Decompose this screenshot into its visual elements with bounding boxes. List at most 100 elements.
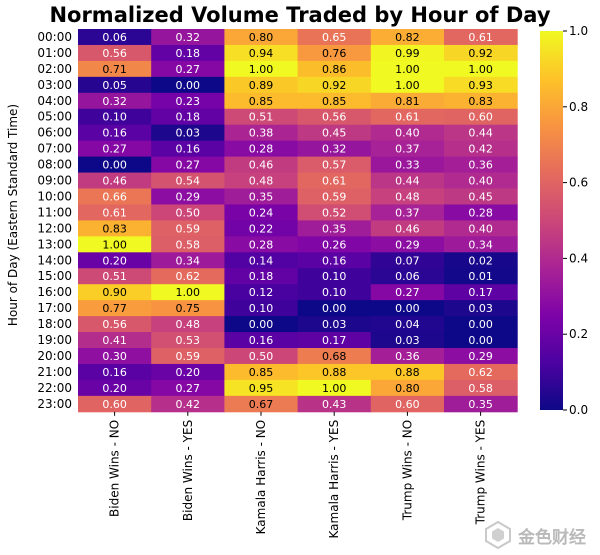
cell-value-label: 0.00 (322, 302, 347, 315)
chart-title: Normalized Volume Traded by Hour of Day (49, 3, 550, 27)
heatmap-cell (151, 76, 225, 94)
heatmap-cell (224, 204, 299, 221)
heatmap-cell (370, 395, 445, 413)
heatmap-cell (78, 124, 152, 142)
cell-value-label: 0.07 (395, 254, 420, 267)
cell-value-label: 0.45 (322, 127, 347, 140)
heatmap-cell (78, 29, 152, 46)
cell-value-label: 0.83 (468, 95, 493, 108)
cell-value-label: 0.82 (395, 31, 420, 44)
heatmap-cell (224, 348, 299, 365)
row-tick-label: 22:00 (37, 381, 72, 395)
heatmap-cell (370, 284, 445, 301)
heatmap-cell (370, 76, 445, 94)
heatmap-cell (78, 300, 152, 317)
cell-value-label: 0.66 (102, 190, 127, 203)
heatmap-cell (444, 92, 518, 110)
cell-value-label: 0.17 (322, 334, 347, 347)
cell-value-label: 0.45 (468, 190, 493, 203)
heatmap-cell (444, 29, 518, 46)
heatmap-cell (370, 316, 445, 333)
row-tick-label: 04:00 (37, 94, 72, 108)
cell-value-label: 0.27 (176, 382, 201, 395)
heatmap-cell (370, 124, 445, 142)
heatmap-cell (78, 348, 152, 365)
heatmap-cell (151, 236, 225, 253)
heatmap-cell (151, 363, 225, 381)
cell-value-label: 0.34 (468, 238, 493, 251)
row-tick-label: 11:00 (37, 205, 72, 219)
heatmap-cell (370, 188, 445, 205)
cell-value-label: 0.27 (176, 159, 201, 172)
row-tick-label: 10:00 (37, 189, 72, 203)
heatmap-cell (224, 316, 299, 333)
heatmap-cell (78, 220, 152, 237)
cell-value-label: 0.58 (176, 238, 201, 251)
heatmap-cell (224, 44, 299, 62)
watermark: 金色财经 (484, 521, 586, 549)
heatmap-cell (151, 124, 225, 142)
cell-value-label: 0.38 (249, 127, 274, 140)
heatmap-cell (224, 300, 299, 317)
colorbar (540, 31, 563, 410)
heatmap-cell (78, 204, 152, 221)
column-tick-labels: Biden Wins - NO Biden Wins - YES Kamala Ha… (108, 411, 488, 538)
heatmap-cell (78, 236, 152, 253)
cell-value-label: 0.56 (102, 318, 127, 331)
cell-value-label: 0.32 (322, 143, 347, 156)
heatmap-cell (224, 108, 299, 126)
heatmap-cell (151, 156, 225, 174)
heatmap-cell (297, 395, 372, 413)
cell-value-label: 0.89 (249, 79, 274, 92)
heatmap-cell (370, 348, 445, 365)
heatmap-cell (224, 172, 299, 189)
cell-value-label: 0.41 (102, 334, 127, 347)
heatmap-cell (370, 379, 445, 397)
cell-value-label: 0.42 (176, 398, 201, 411)
heatmap-cell (151, 395, 225, 413)
cell-value-label: 0.33 (395, 159, 420, 172)
cell-value-label: 0.40 (468, 175, 493, 188)
cell-value-label: 0.10 (102, 111, 127, 124)
colorbar-tick-labels: 0.0 0.2 0.4 0.6 0.8 1.0 (563, 24, 588, 417)
heatmap-cell (297, 252, 372, 269)
heatmap-cell (78, 363, 152, 381)
cell-value-label: 0.03 (176, 127, 201, 140)
heatmap-cell (297, 188, 372, 205)
heatmap-cell (370, 236, 445, 253)
cell-value-label: 0.95 (249, 382, 274, 395)
cell-value-label: 0.16 (249, 334, 274, 347)
cell-value-label: 0.29 (468, 350, 493, 363)
y-axis-label: Hour of Day (Eastern Standard Time) (6, 104, 20, 326)
cell-value-label: 0.80 (395, 382, 420, 395)
row-tick-label: 00:00 (37, 30, 72, 44)
cell-value-label: 0.75 (176, 302, 201, 315)
heatmap-cell (151, 284, 225, 301)
cell-value-label: 0.17 (468, 286, 493, 299)
heatmap-cell (224, 284, 299, 301)
heatmap-cell (151, 172, 225, 189)
cell-value-label: 0.60 (102, 398, 127, 411)
cell-value-label: 0.88 (322, 366, 347, 379)
cell-value-label: 0.71 (102, 63, 127, 76)
row-tick-label: 16:00 (37, 285, 72, 299)
heatmap-cell (297, 76, 372, 94)
heatmap-cell (297, 92, 372, 110)
heatmap-cell (78, 316, 152, 333)
heatmap-cell (297, 348, 372, 365)
column-tick-label: Biden Wins - NO (108, 420, 122, 517)
cell-value-label: 0.00 (176, 79, 201, 92)
row-tick-label: 09:00 (37, 174, 72, 188)
cell-value-label: 0.77 (102, 302, 127, 315)
cell-value-label: 0.46 (249, 159, 274, 172)
heatmap-cell (444, 172, 518, 189)
heatmap-cell (78, 60, 152, 78)
cell-value-label: 0.28 (249, 143, 274, 156)
cell-value-label: 0.48 (176, 318, 201, 331)
heatmap-cell (151, 92, 225, 110)
cell-value-label: 0.85 (249, 366, 274, 379)
colorbar-tick-label: 0.8 (569, 100, 588, 114)
heatmap-cell (370, 204, 445, 221)
heatmap-cell (224, 332, 299, 349)
